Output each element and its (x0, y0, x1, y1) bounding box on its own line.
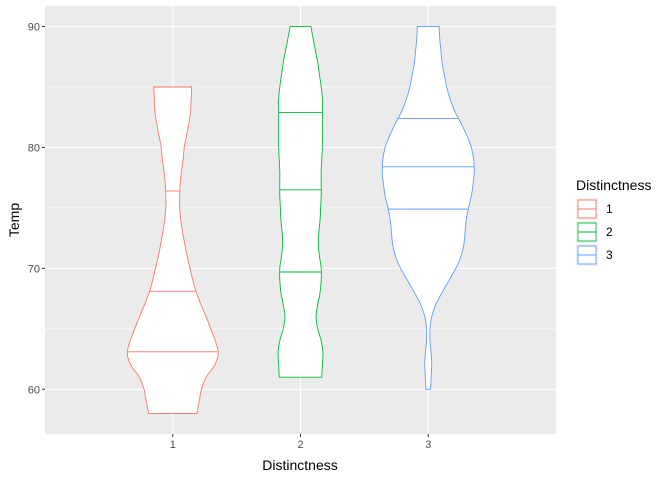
violin-1 (126, 86, 219, 414)
x-tick-label: 3 (425, 439, 431, 451)
x-tick-label: 1 (170, 439, 176, 451)
y-tick-label: 70 (28, 263, 40, 275)
x-axis: 1 2 3 (170, 434, 431, 451)
y-axis-title: Temp (6, 203, 22, 237)
y-tick-label: 90 (28, 22, 40, 34)
legend-label-3: 3 (606, 248, 613, 262)
y-tick-label: 80 (28, 142, 40, 154)
legend-title: Distinctness (576, 177, 651, 193)
x-axis-title: Distinctness (262, 457, 337, 473)
x-tick-label: 2 (297, 439, 303, 451)
violin-2 (277, 26, 324, 378)
violin-3 (381, 26, 475, 390)
violins (126, 26, 475, 414)
legend-label-2: 2 (606, 225, 613, 239)
y-axis: 60 70 80 90 (28, 22, 45, 396)
legend-label-1: 1 (606, 202, 613, 216)
y-tick-label: 60 (28, 384, 40, 396)
legend: Distinctness 1 2 3 (576, 177, 651, 266)
